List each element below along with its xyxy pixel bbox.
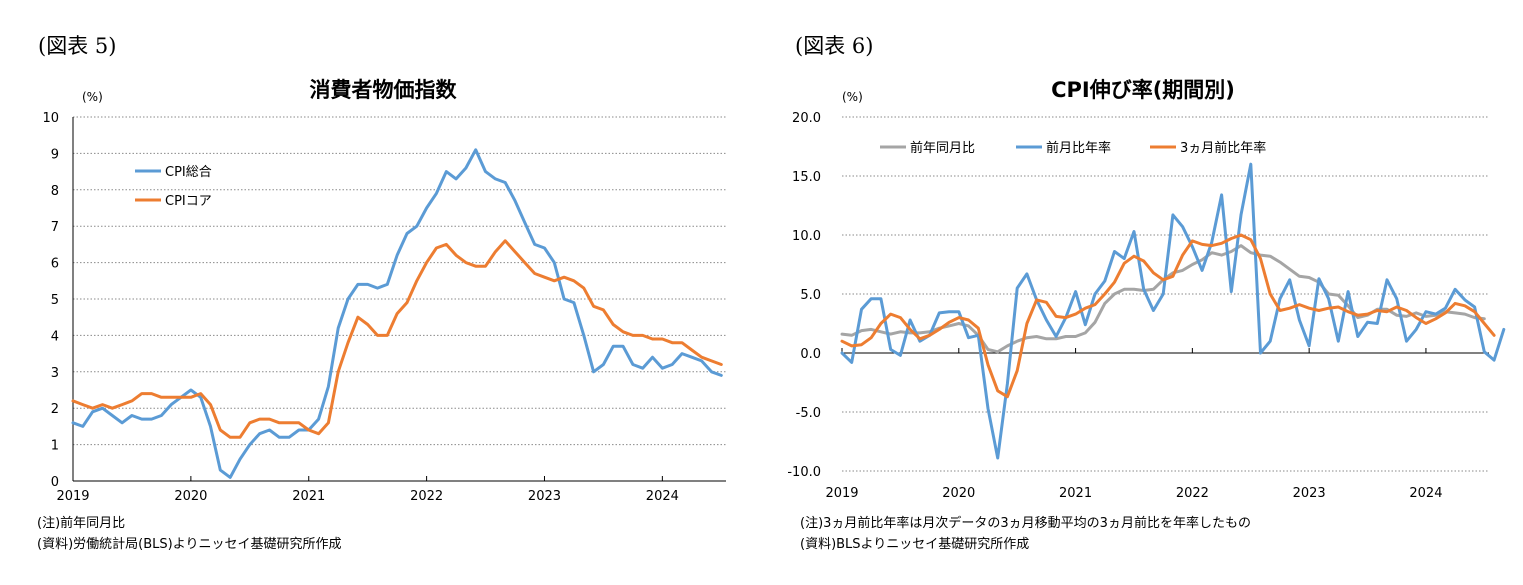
left-chart-ytick-label: 9 bbox=[51, 147, 59, 162]
right-chart-ytick-label: 5.0 bbox=[800, 288, 821, 303]
left-chart-xtick-label: 2019 bbox=[56, 489, 89, 504]
right-chart-unit-label: (%) bbox=[842, 90, 863, 104]
left-chart-xtick-label: 2020 bbox=[174, 489, 207, 504]
left-chart-xtick-label: 2024 bbox=[646, 489, 679, 504]
right-chart-ytick-label: 10.0 bbox=[792, 229, 821, 244]
right-chart-legend-label-1: 前月比年率 bbox=[1046, 140, 1111, 156]
left-chart-ytick-label: 7 bbox=[51, 220, 59, 235]
right-chart-xtick-label: 2024 bbox=[1409, 486, 1442, 501]
left-chart-xtick-label: 2022 bbox=[410, 489, 443, 504]
left-chart-ytick-label: 0 bbox=[51, 475, 59, 490]
left-chart-ytick-label: 2 bbox=[51, 402, 59, 417]
figure-tag-5: (図表 5) bbox=[38, 34, 117, 58]
right-chart-legend-label-2: 3ヵ月前比年率 bbox=[1180, 140, 1266, 156]
left-chart-ytick-label: 5 bbox=[51, 293, 59, 308]
left-chart-xtick-label: 2021 bbox=[292, 489, 325, 504]
left-chart-unit-label: (%) bbox=[82, 90, 103, 104]
right-note-1: (注)3ヵ月前比年率は月次データの3ヵ月移動平均の3ヵ月前比を年率したもの bbox=[800, 516, 1251, 531]
left-chart-series-line-1 bbox=[71, 239, 723, 439]
right-chart-xtick-label: 2019 bbox=[825, 486, 858, 501]
right-chart-ytick-label: -5.0 bbox=[796, 406, 821, 421]
left-note-2: (資料)労働統計局(BLS)よりニッセイ基礎研究所作成 bbox=[37, 537, 342, 552]
left-chart-xtick-label: 2023 bbox=[528, 489, 561, 504]
left-chart-legend-label-1: CPIコア bbox=[165, 194, 212, 209]
right-chart-ytick-label: 15.0 bbox=[792, 170, 821, 185]
right-notes: (注)3ヵ月前比年率は月次データの3ヵ月移動平均の3ヵ月前比を年率したもの (資… bbox=[800, 513, 1251, 555]
right-chart-series-line-2 bbox=[840, 233, 1496, 399]
left-chart-ytick-label: 1 bbox=[51, 439, 59, 454]
right-chart-xtick-label: 2022 bbox=[1176, 486, 1209, 501]
left-chart-ytick-label: 6 bbox=[51, 257, 59, 272]
left-chart-ytick-label: 10 bbox=[42, 111, 59, 126]
cpi-chart: 消費者物価指数 (%) 0 1 2 3 4 5 6 7 8 9 10 2019 2020 2021 2022 20… bbox=[42, 78, 726, 504]
right-chart-xtick-label: 2021 bbox=[1059, 486, 1092, 501]
left-chart-ytick-label: 4 bbox=[51, 329, 59, 344]
right-chart-xtick-label: 2020 bbox=[942, 486, 975, 501]
left-chart-ytick-label: 8 bbox=[51, 184, 59, 199]
right-chart-xtick-label: 2023 bbox=[1293, 486, 1326, 501]
left-chart-legend-label-0: CPI総合 bbox=[165, 165, 212, 180]
right-chart-series-line-1 bbox=[840, 162, 1506, 460]
right-note-2: (資料)BLSよりニッセイ基礎研究所作成 bbox=[800, 537, 1030, 552]
left-note-1: (注)前年同月比 bbox=[37, 516, 126, 531]
right-chart-title: CPI伸び率(期間別) bbox=[1051, 78, 1235, 102]
right-chart-ytick-label: -10.0 bbox=[787, 465, 821, 480]
right-chart-series-line-0 bbox=[840, 244, 1486, 354]
cpi-growth-chart: CPI伸び率(期間別) (%) -10.0 -5.0 0.0 5.0 10.0 15.0 20.… bbox=[787, 78, 1506, 501]
figure-tag-6: (図表 6) bbox=[795, 34, 874, 58]
left-notes: (注)前年同月比 (資料)労働統計局(BLS)よりニッセイ基礎研究所作成 bbox=[37, 513, 341, 555]
left-chart-title: 消費者物価指数 bbox=[310, 78, 458, 102]
right-chart-ytick-label: 0.0 bbox=[800, 347, 821, 362]
right-chart-legend-label-0: 前年同月比 bbox=[910, 140, 975, 156]
left-chart-ytick-label: 3 bbox=[51, 366, 59, 381]
right-chart-ytick-label: 20.0 bbox=[792, 111, 821, 126]
